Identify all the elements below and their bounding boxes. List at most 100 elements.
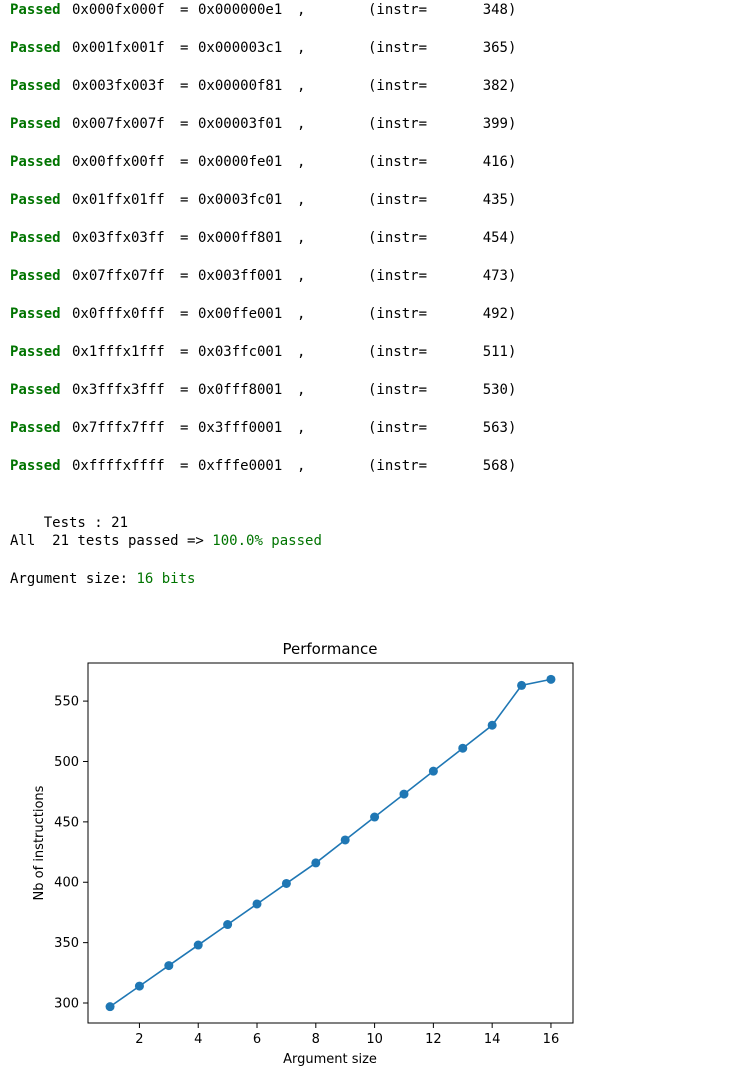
passed-label: Passed [10, 382, 61, 398]
row-instr-count: 348 [482, 2, 508, 18]
y-axis-ticks: 300 350 400 450 500 550 [54, 695, 88, 1012]
row-comma: , [297, 154, 306, 170]
row-equals: = [180, 268, 189, 284]
passed-label: Passed [10, 154, 61, 170]
row-close-paren: ) [508, 40, 517, 56]
row-instr-count: 382 [482, 78, 508, 94]
y-tick-label: 500 [54, 755, 79, 770]
data-point [105, 1002, 115, 1012]
row-instr-label: (instr= [368, 420, 428, 436]
data-point [458, 743, 468, 753]
row-comma: , [297, 192, 306, 208]
row-argument: 0x03ffx03ff [72, 230, 165, 246]
argument-size-line: Argument size: 16 bits [10, 569, 195, 589]
row-instr-label: (instr= [368, 306, 428, 322]
row-argument: 0x001fx001f [72, 40, 165, 56]
row-comma: , [297, 78, 306, 94]
row-equals: = [180, 2, 189, 18]
data-point [428, 766, 438, 776]
data-point [370, 812, 380, 822]
row-close-paren: ) [508, 344, 517, 360]
row-argument: 0x07ffx07ff [72, 268, 165, 284]
row-instr-count: 365 [482, 40, 508, 56]
row-comma: , [297, 344, 306, 360]
row-close-paren: ) [508, 230, 517, 246]
row-result: 0x03ffc001 [198, 344, 283, 360]
row-comma: , [297, 420, 306, 436]
row-equals: = [180, 78, 189, 94]
row-equals: = [180, 344, 189, 360]
summary-percent: 100.0% passed [212, 533, 322, 549]
row-instr-count: 454 [482, 230, 508, 246]
row-close-paren: ) [508, 420, 517, 436]
tests-count-line: Tests : 21 [10, 493, 128, 531]
row-instr-label: (instr= [368, 40, 428, 56]
x-tick-label: 12 [425, 1032, 442, 1047]
y-tick-label: 450 [54, 815, 79, 830]
x-tick-label: 2 [135, 1032, 143, 1047]
result-row: Passed 0x007fx007f = 0x00003f01, (instr= 399) [10, 114, 516, 134]
row-argument: 0x007fx007f [72, 116, 165, 132]
passed-label: Passed [10, 192, 61, 208]
passed-label: Passed [10, 230, 61, 246]
result-row: Passed 0x07ffx07ff = 0x003ff001, (instr= 473) [10, 266, 516, 286]
row-instr-count: 399 [482, 116, 508, 132]
chart-title: Performance [282, 640, 377, 658]
plot-frame [87, 662, 574, 1024]
data-point [487, 720, 497, 730]
passed-label: Passed [10, 458, 61, 474]
result-row: Passed 0x000fx000f = 0x000000e1, (instr= 348) [10, 0, 516, 20]
row-instr-label: (instr= [368, 382, 428, 398]
summary-prefix: All 21 tests passed => [10, 533, 213, 549]
tests-count-text: Tests : 21 [43, 515, 129, 531]
y-tick-label: 550 [54, 695, 79, 710]
row-instr-label: (instr= [368, 116, 428, 132]
result-row: Passed 0x7fffx7fff = 0x3fff0001, (instr= 563) [10, 418, 516, 438]
row-close-paren: ) [508, 268, 517, 284]
row-instr-label: (instr= [368, 192, 428, 208]
argument-size-value: 16 bits [136, 571, 196, 587]
row-equals: = [180, 192, 189, 208]
row-close-paren: ) [508, 192, 517, 208]
y-tick-label: 400 [54, 876, 79, 891]
row-argument: 0x0fffx0fff [72, 306, 165, 322]
row-result: 0x00000f81 [198, 78, 283, 94]
performance-chart: Performance 300 350 400 450 500 550 2 4 6 8 10 12 1… [32, 640, 574, 1067]
data-point [340, 835, 350, 845]
row-result: 0x00ffe001 [198, 306, 283, 322]
row-instr-count: 492 [482, 306, 508, 322]
data-point [223, 920, 233, 930]
row-equals: = [180, 40, 189, 56]
passed-label: Passed [10, 268, 61, 284]
row-instr-count: 563 [482, 420, 508, 436]
result-row: Passed 0x01ffx01ff = 0x0003fc01, (instr= 435) [10, 190, 516, 210]
data-point [517, 680, 527, 690]
row-argument: 0x003fx003f [72, 78, 165, 94]
x-axis-label: Argument size [283, 1052, 377, 1067]
row-instr-label: (instr= [368, 458, 428, 474]
row-instr-count: 530 [482, 382, 508, 398]
row-instr-count: 568 [482, 458, 508, 474]
y-tick-label: 300 [54, 997, 79, 1012]
row-equals: = [180, 382, 189, 398]
result-row: Passed 0x00ffx00ff = 0x0000fe01, (instr= 416) [10, 152, 516, 172]
row-comma: , [297, 458, 306, 474]
y-tick-label: 350 [54, 936, 79, 951]
row-argument: 0x7fffx7fff [72, 420, 165, 436]
result-row: Passed 0x001fx001f = 0x000003c1, (instr= 365) [10, 38, 516, 58]
data-point [399, 789, 409, 799]
row-close-paren: ) [508, 116, 517, 132]
row-argument: 0x3fffx3fff [72, 382, 165, 398]
row-close-paren: ) [508, 78, 517, 94]
row-instr-count: 511 [482, 344, 508, 360]
passed-label: Passed [10, 78, 61, 94]
row-comma: , [297, 2, 306, 18]
x-tick-label: 10 [366, 1032, 383, 1047]
row-comma: , [297, 306, 306, 322]
result-row: Passed 0x1fffx1fff = 0x03ffc001, (instr= 511) [10, 342, 516, 362]
row-comma: , [297, 40, 306, 56]
row-argument: 0x00ffx00ff [72, 154, 165, 170]
row-close-paren: ) [508, 306, 517, 322]
row-comma: , [297, 382, 306, 398]
row-instr-count: 473 [482, 268, 508, 284]
